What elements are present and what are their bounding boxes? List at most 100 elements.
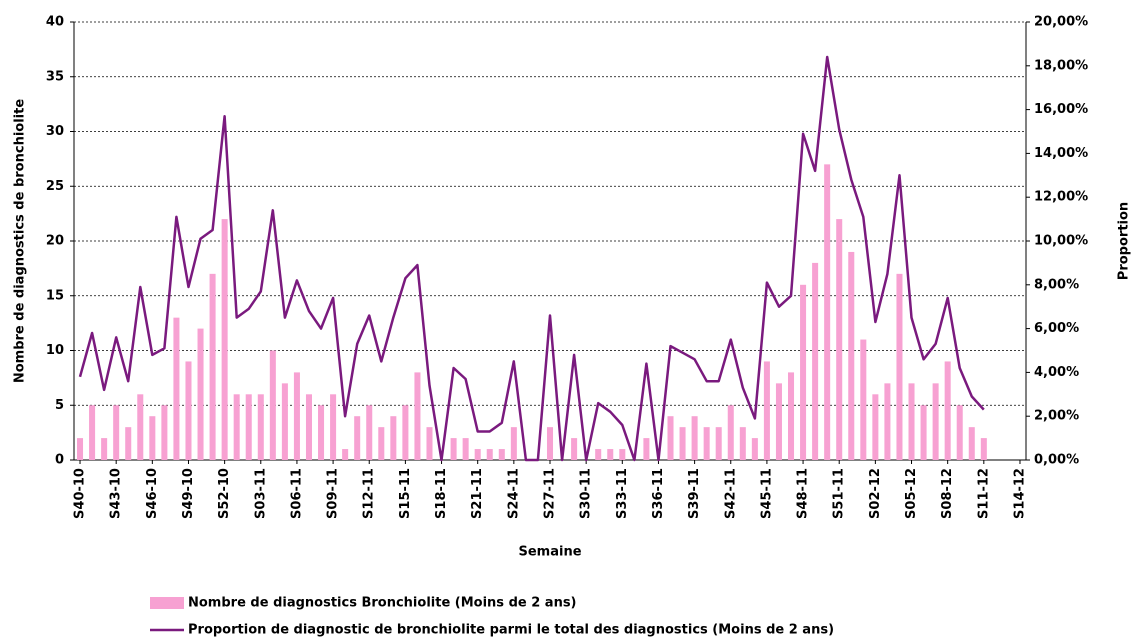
y2-tick-label: 20,00%	[1034, 15, 1088, 30]
bar	[884, 383, 891, 460]
bar	[197, 328, 204, 460]
bar	[402, 405, 409, 460]
bar	[342, 449, 349, 460]
bar	[980, 438, 987, 460]
bar	[498, 449, 505, 460]
bar	[305, 394, 312, 460]
bar	[679, 427, 686, 460]
bar	[414, 372, 421, 460]
bar	[486, 449, 493, 460]
bar	[318, 405, 325, 460]
y-tick-label: 0	[55, 453, 64, 468]
bar	[812, 262, 819, 460]
bar	[233, 394, 240, 460]
x-tick-label: S36-11	[651, 468, 666, 519]
bar	[269, 350, 276, 460]
x-tick-label: S51-11	[832, 468, 847, 519]
y2-tick-label: 18,00%	[1034, 58, 1088, 73]
bar	[426, 427, 433, 460]
bar	[113, 405, 120, 460]
y2-tick-label: 12,00%	[1034, 190, 1088, 205]
bar	[378, 427, 385, 460]
y2-tick-label: 4,00%	[1034, 365, 1079, 380]
bar	[546, 427, 554, 460]
bar	[667, 416, 674, 460]
x-tick-label: S33-11	[615, 468, 630, 519]
legend-swatch	[150, 597, 184, 609]
bar	[161, 405, 168, 460]
x-tick-label: S45-11	[759, 468, 774, 519]
bar	[462, 438, 469, 460]
bar	[77, 438, 84, 460]
y2-tick-label: 8,00%	[1034, 277, 1079, 292]
bar	[607, 449, 614, 460]
x-tick-label: S02-12	[868, 468, 883, 519]
bar	[474, 449, 481, 460]
y2-tick-label: 10,00%	[1034, 234, 1088, 249]
y-tick-label: 40	[46, 15, 64, 30]
y-tick-label: 35	[46, 69, 64, 84]
y2-tick-label: 2,00%	[1034, 409, 1079, 424]
y-axis-label: Nombre de diagnostics de bronchiolite	[13, 99, 28, 383]
x-tick-label: S05-12	[904, 468, 919, 519]
x-tick-label: S06-11	[289, 468, 304, 519]
x-tick-label: S27-11	[543, 468, 558, 519]
x-tick-label: S14-12	[1012, 468, 1027, 519]
bar	[920, 405, 927, 460]
bar	[968, 427, 975, 460]
bar	[739, 427, 746, 460]
bar	[691, 416, 698, 460]
y2-tick-label: 14,00%	[1034, 146, 1088, 161]
line	[78, 55, 985, 462]
bar	[390, 416, 397, 460]
legend-label: Proportion de diagnostic de bronchiolite…	[188, 623, 834, 638]
bar	[221, 219, 228, 460]
bar	[510, 427, 517, 460]
x-tick-label: S42-11	[723, 468, 738, 519]
bar	[763, 361, 770, 460]
bar	[824, 164, 831, 460]
bar	[788, 372, 795, 460]
bar	[89, 405, 96, 460]
x-tick-label: S40-10	[73, 468, 88, 519]
x-tick-label: S18-11	[434, 468, 449, 519]
x-tick-label: S12-11	[362, 468, 377, 519]
bar	[137, 394, 144, 460]
bar	[908, 383, 915, 460]
y-tick-label: 20	[46, 234, 64, 249]
y-tick-label: 15	[46, 288, 64, 303]
bar	[727, 405, 734, 460]
bar	[800, 284, 807, 460]
x-tick-label: S24-11	[506, 468, 521, 519]
bar	[932, 383, 939, 460]
x-tick-label: S09-11	[326, 468, 341, 519]
x-tick-label: S49-10	[181, 468, 196, 519]
y-tick-label: 30	[46, 124, 64, 139]
x-tick-label: S21-11	[470, 468, 485, 519]
bar	[330, 394, 337, 460]
y2-axis-label: Proportion	[1117, 202, 1132, 280]
x-tick-label: S08-12	[940, 468, 955, 519]
bar	[281, 383, 288, 460]
bar	[956, 405, 963, 460]
bar	[101, 438, 108, 460]
bar	[944, 361, 951, 460]
y2-tick-label: 6,00%	[1034, 321, 1079, 336]
y2-tick-label: 16,00%	[1034, 102, 1088, 117]
bar	[571, 438, 578, 460]
bar	[185, 361, 192, 460]
x-tick-label: S48-11	[796, 468, 811, 519]
bar	[619, 449, 626, 460]
y2-tick-label: 0,00%	[1034, 453, 1079, 468]
bar	[836, 219, 843, 460]
bar	[149, 416, 156, 460]
bar	[703, 427, 710, 460]
bar	[293, 372, 300, 460]
bar	[715, 427, 722, 460]
bar	[751, 438, 758, 460]
bar	[245, 394, 252, 460]
bar	[896, 273, 903, 460]
x-tick-label: S52-10	[217, 468, 232, 519]
x-tick-label: S39-11	[687, 468, 702, 519]
